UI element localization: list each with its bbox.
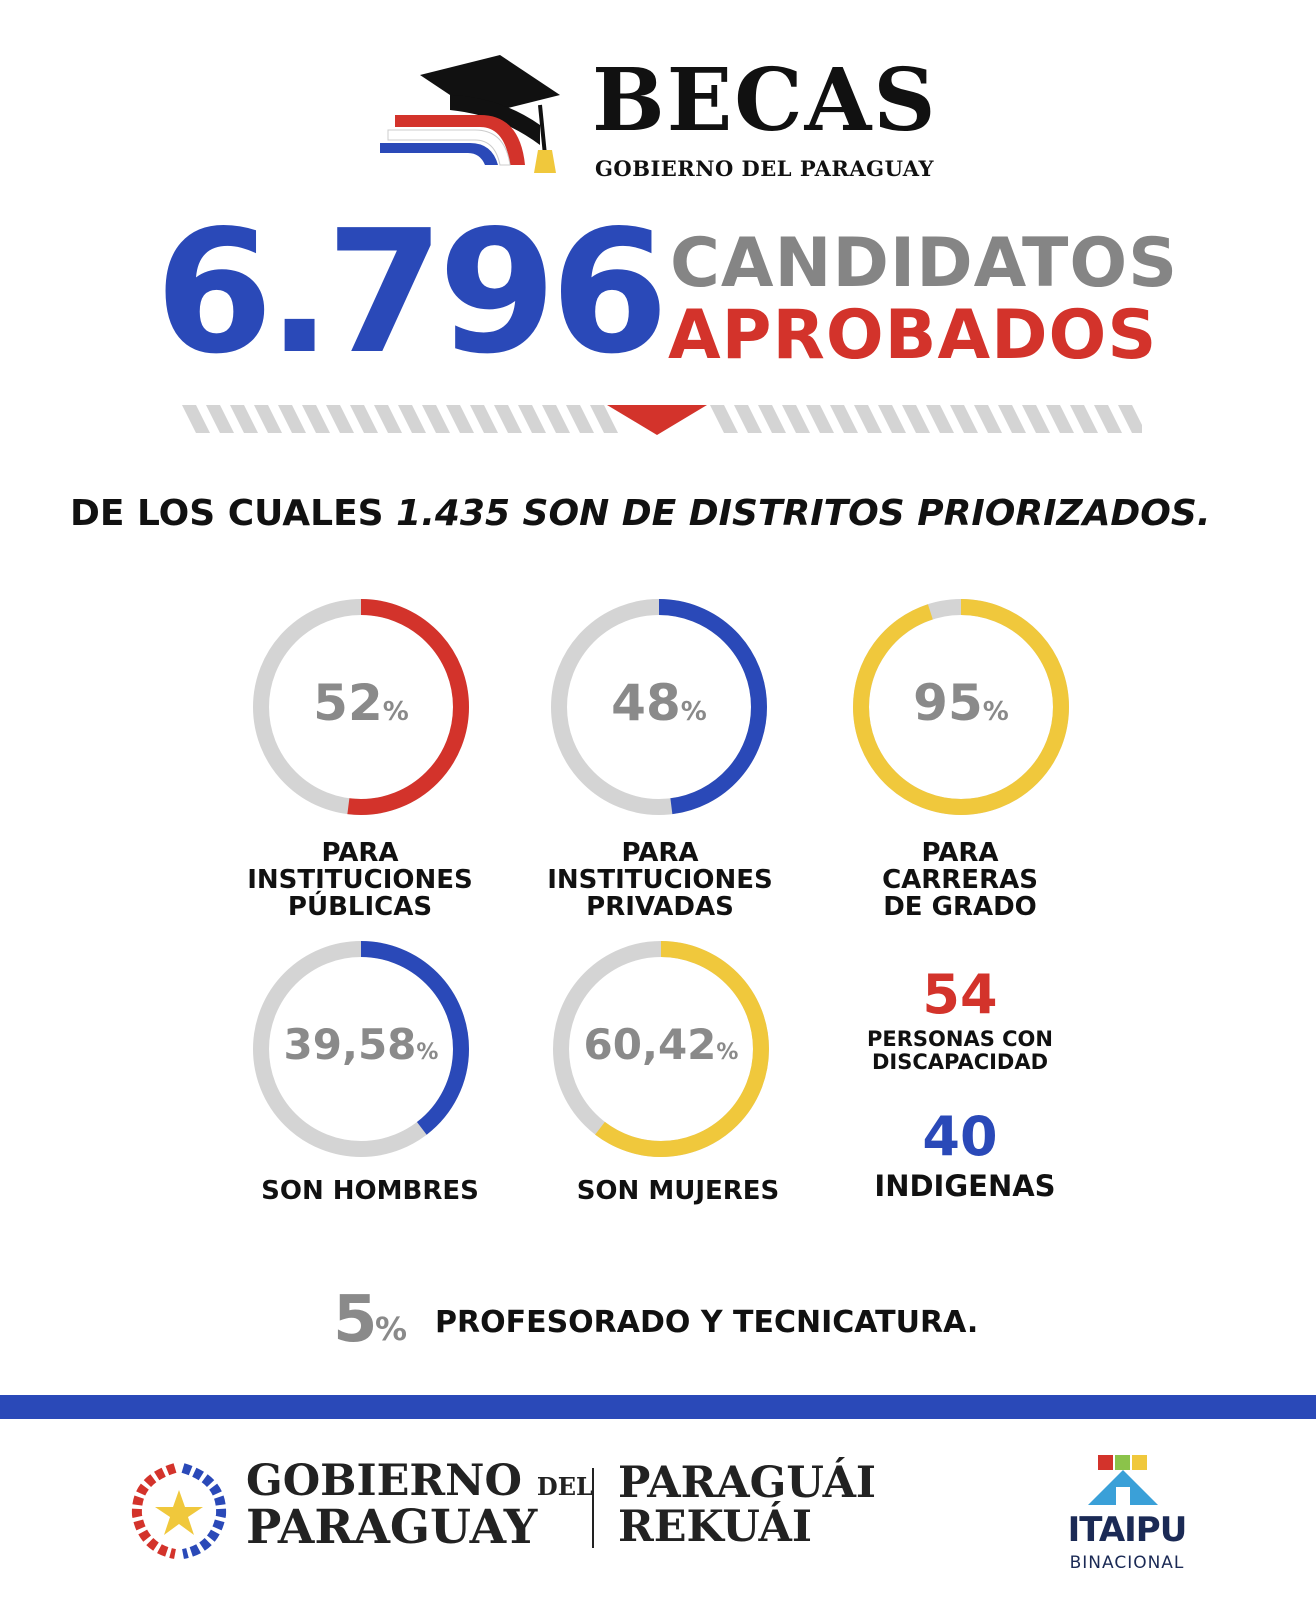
stripe	[710, 405, 738, 433]
stripe	[590, 405, 618, 433]
donut-arc	[553, 941, 769, 1157]
itaipu-logo-icon	[1088, 1455, 1158, 1505]
stripe	[878, 405, 906, 433]
headline-candidatos: CANDIDATOS	[670, 224, 1179, 303]
stripe	[446, 405, 474, 433]
stripe	[830, 405, 858, 433]
donut-arc	[253, 941, 469, 1157]
stripe	[422, 405, 450, 433]
stripe	[326, 405, 354, 433]
stripe	[206, 405, 234, 433]
stripe	[278, 405, 306, 433]
stripe	[854, 405, 882, 433]
footer-blue-bar	[0, 1395, 1316, 1419]
gobierno-text: GOBIERNO DEL	[246, 1456, 593, 1506]
caption-private: PARA INSTITUCIONES PRIVADAS	[547, 838, 773, 922]
caption-women: SON MUJERES	[576, 1176, 780, 1206]
stripe	[1046, 405, 1074, 433]
stripe	[542, 405, 570, 433]
stripe	[1094, 405, 1122, 433]
donut-public: 52%	[250, 596, 472, 818]
donut-degree: 95%	[850, 596, 1072, 818]
rekuai-text: REKUÁI	[618, 1502, 813, 1552]
donut-men-value: 39,58%	[283, 1020, 439, 1069]
becas-subtitle: GOBIERNO DEL PARAGUAY	[595, 156, 934, 181]
footer-separator	[592, 1468, 594, 1548]
priority-emphasis: 1.435 SON DE DISTRITOS PRIORIZADOS.	[396, 493, 1211, 534]
donut-arc	[253, 599, 469, 815]
stripe	[734, 405, 762, 433]
stripe	[374, 405, 402, 433]
stripe	[1070, 405, 1098, 433]
paraguai-text: PARAGUÁI	[618, 1458, 877, 1508]
stripe	[566, 405, 594, 433]
stripe	[806, 405, 834, 433]
stripe	[758, 405, 786, 433]
approved-count: 6.796	[155, 194, 669, 392]
stripe	[926, 405, 954, 433]
indigenous-label: INDIGENAS	[874, 1169, 1056, 1203]
stripe	[182, 405, 210, 433]
stripe	[302, 405, 330, 433]
stripe	[254, 405, 282, 433]
priority-districts-text: DE LOS CUALES 1.435 SON DE DISTRITOS PRI…	[70, 493, 1250, 534]
stripe	[398, 405, 426, 433]
donut-public-value: 52%	[313, 674, 409, 732]
teaching-label: PROFESORADO Y TECNICATURA.	[435, 1305, 979, 1340]
donut-men: 39,58%	[250, 938, 472, 1160]
becas-logo-graphic	[380, 55, 560, 173]
caption-public: PARA INSTITUCIONES PÚBLICAS	[247, 838, 473, 922]
priority-prefix: DE LOS CUALES	[70, 493, 397, 534]
caption-degree: PARA CARRERAS DE GRADO	[882, 838, 1038, 922]
stripe	[902, 405, 930, 433]
donut-private: 48%	[548, 596, 770, 818]
donut-degree-value: 95%	[913, 674, 1009, 732]
stripe	[974, 405, 1002, 433]
disability-label: PERSONAS CON DISCAPACIDAD	[867, 1027, 1053, 1074]
donut-private-value: 48%	[611, 674, 707, 732]
stripe	[950, 405, 978, 433]
itaipu-name: ITAIPU	[1067, 1510, 1188, 1550]
stripe	[1022, 405, 1050, 433]
teaching-sign: %	[375, 1310, 408, 1348]
itaipu-sub: BINACIONAL	[1069, 1553, 1185, 1573]
caption-men: SON HOMBRES	[261, 1176, 479, 1206]
stripe	[518, 405, 546, 433]
stripes-divider	[182, 405, 1142, 435]
stripe	[350, 405, 378, 433]
stripe	[998, 405, 1026, 433]
paraguay-text: PARAGUAY	[246, 1500, 538, 1555]
headline-aprobados: APROBADOS	[668, 296, 1158, 375]
teaching-value: 5	[333, 1283, 378, 1357]
donut-arc	[853, 599, 1069, 815]
donut-women-value: 60,42%	[583, 1020, 739, 1069]
stripe	[782, 405, 810, 433]
donut-arc	[551, 599, 767, 815]
becas-title: BECAS	[592, 50, 938, 151]
donut-women: 60,42%	[550, 938, 772, 1160]
disability-count: 54	[922, 963, 998, 1026]
stripe	[1118, 405, 1142, 433]
paraguay-emblem-icon	[131, 1463, 227, 1559]
stripe	[494, 405, 522, 433]
stripe	[230, 405, 258, 433]
indigenous-count: 40	[922, 1105, 998, 1168]
stripe	[470, 405, 498, 433]
